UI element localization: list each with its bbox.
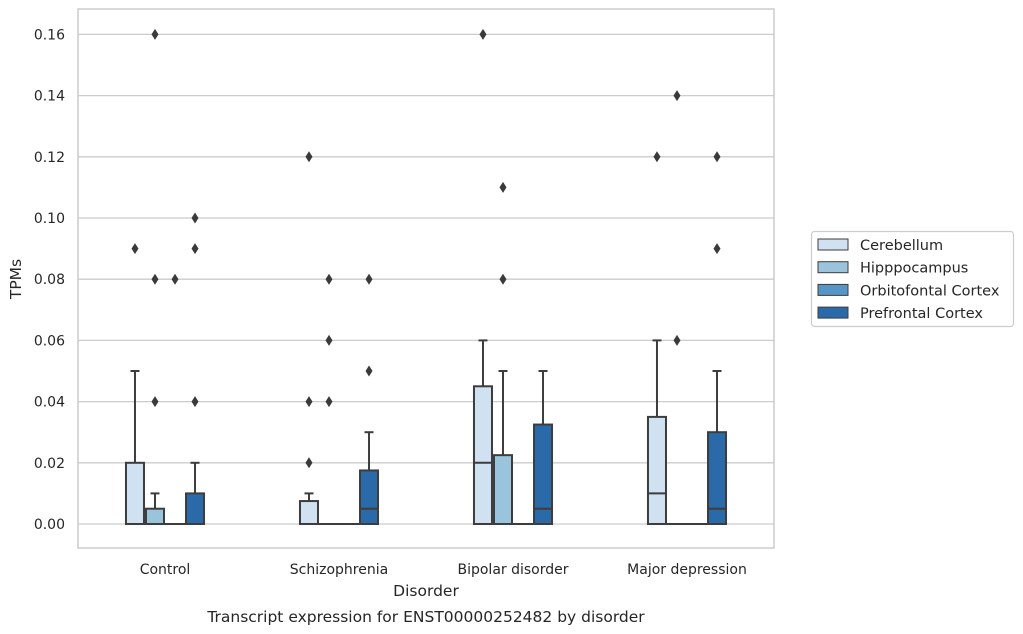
y-tick-label: 0.08 [34,272,65,288]
legend-label: Hipppocampus [860,261,968,277]
outlier-point [673,334,681,346]
outlier-point [305,151,313,163]
outlier-point [365,365,373,377]
legend-label: Prefrontal Cortex [860,306,983,322]
x-tick-label: Major depression [627,562,747,578]
box-series [124,28,728,526]
x-axis-ticks: Control Schizophrenia Bipolar disorder Majo… [140,562,747,578]
outlier-point [713,151,721,163]
outlier-point [131,243,139,255]
box-hipppocampus [144,28,166,526]
outlier-point [499,181,507,193]
box [646,415,667,525]
box [492,454,513,525]
outlier-point [653,151,661,163]
box-hipppocampus [492,181,513,525]
y-axis-label: TPMs [7,259,25,300]
outlier-point [191,212,199,224]
legend-swatch [817,261,849,274]
legend-label: Orbitofontal Cortex [860,283,1000,299]
box [707,431,728,526]
box-cerebellum [298,151,319,525]
box-prefrontal-cortex [707,151,728,526]
y-tick-label: 0.00 [34,517,65,533]
y-tick-label: 0.02 [34,456,65,472]
legend-frame [810,230,1015,328]
outlier-point [151,28,159,40]
box-prefrontal-cortex [185,212,206,525]
box [533,423,554,525]
outlier-point [191,243,199,255]
legend-label: Cerebellum [860,238,943,254]
box-prefrontal-cortex [359,273,380,526]
box [144,507,166,526]
x-tick-label: Control [140,562,191,578]
box [298,500,319,525]
y-tick-label: 0.16 [34,27,65,43]
outlier-point [673,90,681,102]
outlier-point [305,396,313,408]
outlier-point [325,334,333,346]
outlier-point [151,273,159,285]
outlier-point [479,28,487,40]
outlier-point [499,273,507,285]
grid-lines [78,33,774,525]
x-tick-label: Bipolar disorder [457,562,568,578]
y-tick-label: 0.14 [34,89,65,105]
box [124,461,145,525]
plot-frame [77,8,775,549]
outlier-point [191,396,199,408]
outlier-point [171,273,179,285]
y-tick-label: 0.12 [34,150,65,166]
y-axis-ticks: 0.00 0.02 0.04 0.06 0.08 0.10 0.12 0.14 0.16 [34,27,65,533]
y-tick-label: 0.04 [34,395,65,411]
box-prefrontal-cortex [533,370,554,525]
box [185,492,206,525]
legend: Cerebellum Hipppocampus Orbitofontal Corte… [810,230,1015,328]
box [359,469,380,526]
box-cerebellum [472,28,493,525]
chart-caption: Transcript expression for ENST0000025248… [206,608,645,626]
box-hipppocampus [666,90,687,526]
y-tick-label: 0.10 [34,211,65,227]
y-tick-label: 0.06 [34,333,65,349]
box-orbitofontal-cortex [165,273,186,526]
outlier-point [305,457,313,469]
outlier-point [713,243,721,255]
box-cerebellum [646,151,667,525]
legend-swatch [817,238,849,251]
legend-swatch [817,306,849,319]
x-axis-label: Disorder [393,582,459,600]
x-tick-label: Schizophrenia [290,562,388,578]
legend-swatch [817,283,849,296]
box-hipppocampus [318,273,339,526]
outlier-point [151,396,159,408]
box-cerebellum [124,243,145,525]
outlier-point [365,273,373,285]
outlier-point [325,273,333,285]
outlier-point [325,396,333,408]
box [472,385,493,525]
